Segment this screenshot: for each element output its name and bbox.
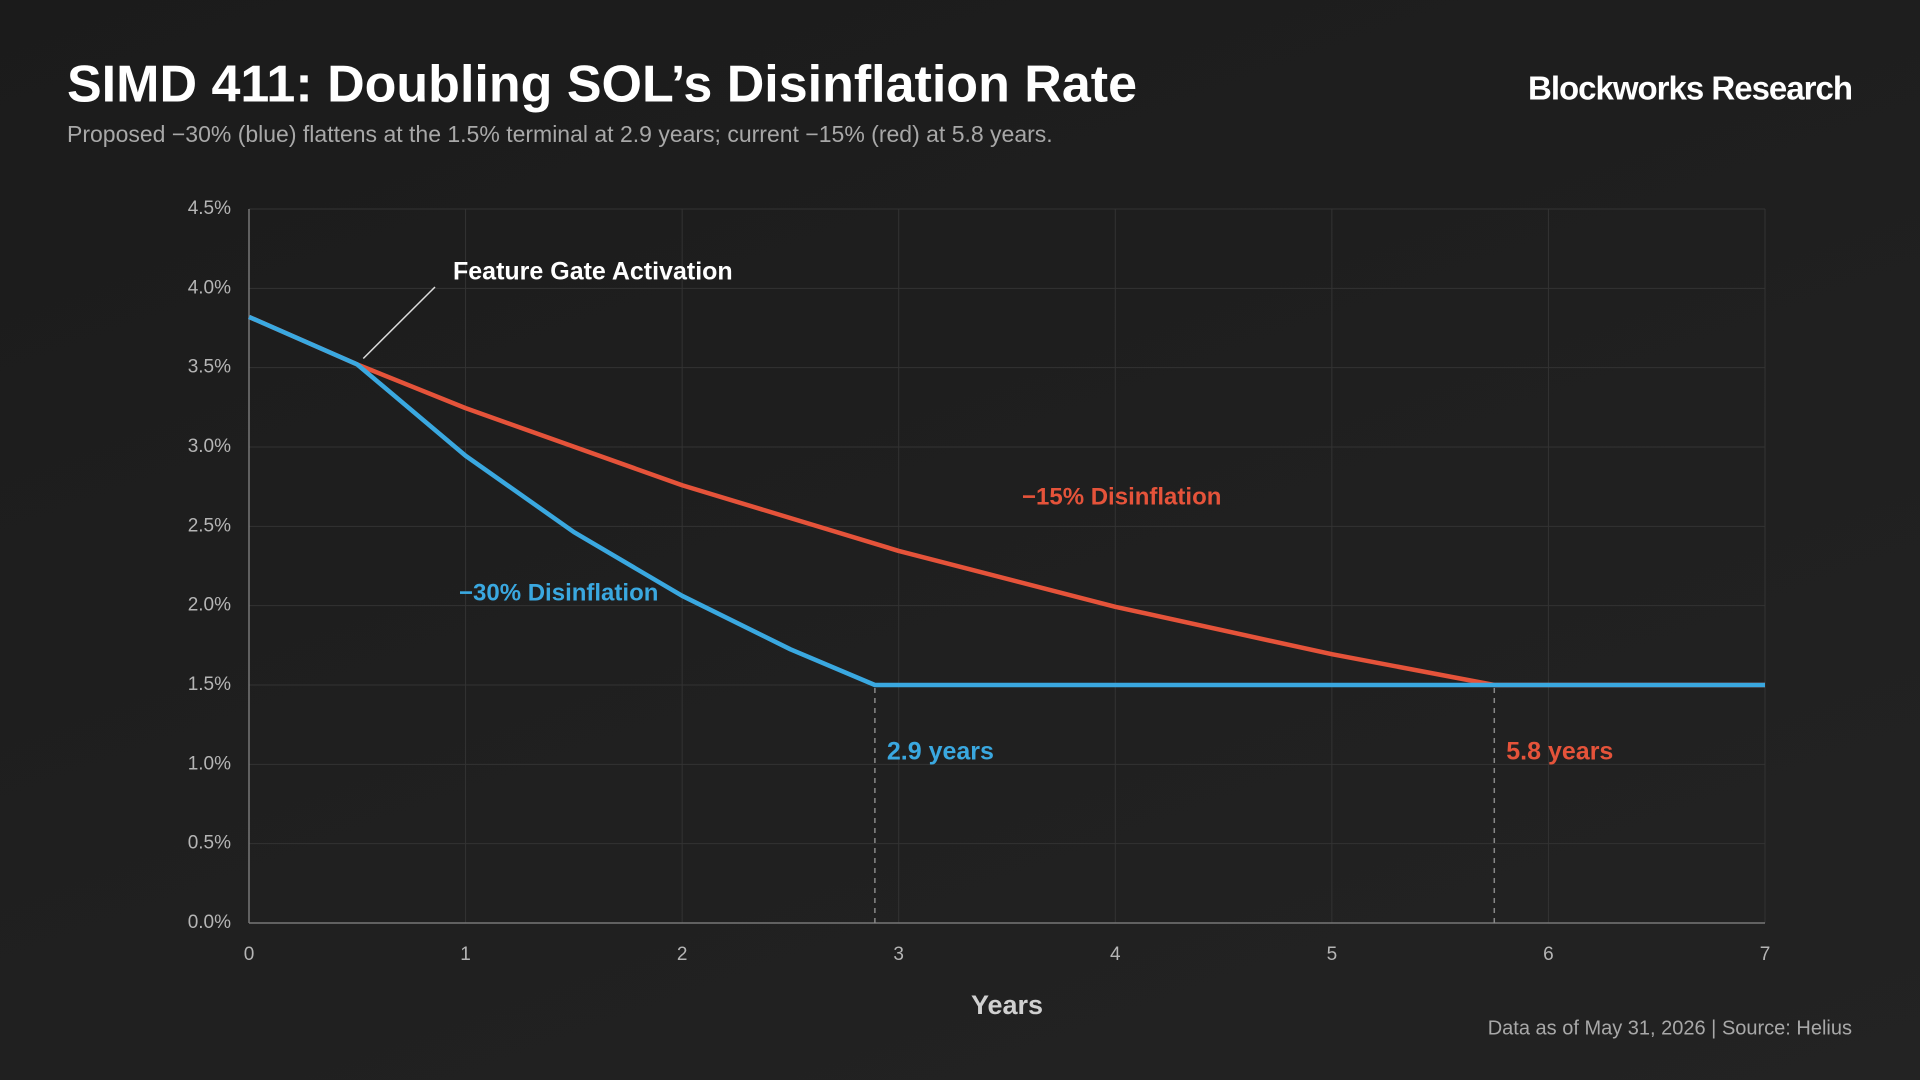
- y-tick-label: 0.0%: [188, 912, 231, 933]
- series-label: −15% Disinflation: [1022, 483, 1221, 510]
- y-tick-label: 4.0%: [188, 277, 231, 298]
- footer: Data as of May 31, 2026 | Source: Helius: [1488, 1017, 1852, 1039]
- x-axis-label: Years: [971, 990, 1043, 1020]
- chart-subtitle: Proposed −30% (blue) flattens at the 1.5…: [67, 121, 1053, 147]
- line: [248, 314, 1765, 688]
- y-tick-label: 4.5%: [188, 198, 231, 219]
- x-tick-label: 1: [460, 944, 471, 965]
- annotation: Feature Gate Activation: [453, 258, 733, 286]
- reference-label: 5.8 years: [1506, 738, 1613, 766]
- y-tick-label: 1.5%: [188, 674, 231, 695]
- x-tick-label: 7: [1760, 944, 1771, 965]
- y-tick-label: 2.0%: [188, 595, 231, 616]
- x-tick-label: 3: [893, 944, 904, 965]
- brand: Blockworks Research: [1528, 70, 1852, 107]
- x-tick-label: 6: [1543, 944, 1554, 965]
- x-tick-label: 5: [1327, 944, 1338, 965]
- y-tick-label: 1.0%: [188, 753, 231, 774]
- y-tick-label: 2.5%: [188, 515, 231, 536]
- annotation-leader: [362, 286, 436, 360]
- chart-title: SIMD 411: Doubling SOL’s Disinflation Ra…: [67, 56, 1137, 114]
- y-tick-label: 3.5%: [188, 357, 231, 378]
- y-tick-label: 0.5%: [188, 833, 231, 854]
- y-tick-label: 3.0%: [188, 436, 231, 457]
- series-label: −30% Disinflation: [459, 579, 658, 606]
- line: [248, 314, 1765, 688]
- x-tick-label: 0: [244, 944, 255, 965]
- reference-label: 2.9 years: [887, 738, 994, 766]
- x-tick-label: 2: [677, 944, 688, 965]
- x-tick-label: 4: [1110, 944, 1121, 965]
